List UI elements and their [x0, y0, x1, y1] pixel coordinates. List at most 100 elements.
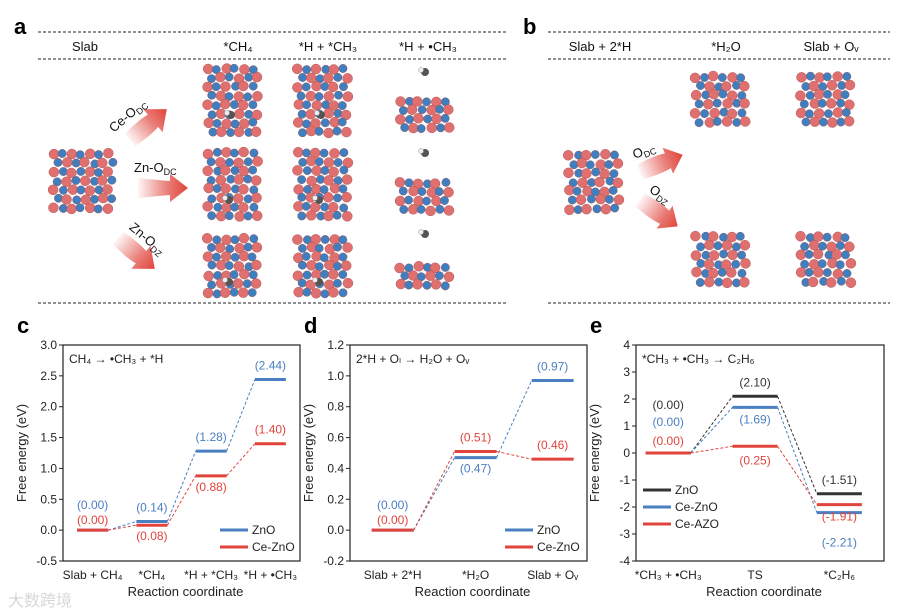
hydrogen-atom: [312, 195, 318, 201]
zinc-atom: [400, 123, 410, 132]
oxygen-atom: [704, 239, 715, 251]
y-axis-label: Free energy (eV): [14, 404, 29, 502]
oxygen-atom: [443, 104, 454, 115]
zinc-atom: [840, 90, 850, 100]
zinc-atom: [297, 175, 307, 185]
oxygen-atom: [220, 183, 231, 194]
zinc-atom: [338, 270, 348, 279]
zinc-atom: [736, 73, 746, 83]
zinc-atom: [302, 148, 311, 158]
oxygen-atom: [62, 157, 73, 168]
x-tick-label: *H + *CH₃: [184, 568, 238, 582]
oxygen-atom: [600, 149, 611, 160]
x-tick-label: Slab + 2*H: [364, 568, 422, 582]
y-tick-label: 1.0: [40, 461, 57, 475]
zinc-atom: [800, 259, 809, 269]
zinc-atom: [298, 128, 307, 138]
oxygen-atom: [202, 99, 213, 110]
oxygen-atom: [84, 185, 96, 196]
value-label: (0.00): [653, 434, 684, 448]
value-label: (-1.51): [822, 473, 857, 487]
y-tick-label: -0.2: [323, 554, 344, 568]
zinc-atom: [58, 167, 68, 176]
chart-title: CH₄ → •CH₃ + *H: [69, 352, 163, 366]
oxygen-atom: [252, 210, 263, 221]
zinc-atom: [700, 109, 709, 119]
zinc-atom: [737, 108, 747, 118]
oxygen-atom: [413, 261, 425, 272]
zinc-atom: [320, 202, 330, 212]
zinc-atom: [404, 280, 414, 290]
oxygen-atom: [216, 126, 227, 137]
panel-letter-c: c: [17, 313, 29, 338]
zinc-atom: [76, 185, 86, 195]
oxygen-atom: [726, 267, 737, 278]
zinc-atom: [108, 157, 118, 167]
zinc-atom: [243, 92, 253, 102]
zinc-atom: [422, 196, 431, 206]
y-tick-label: 2.5: [40, 369, 57, 383]
zinc-atom: [93, 168, 103, 177]
oxygen-atom: [689, 72, 701, 84]
oxygen-atom: [426, 122, 438, 134]
oxygen-atom: [581, 168, 592, 179]
energy-diagrams: c -0.5 0.0 0.5 1.0 1.5 2.0 2.5 3.0 Slab + CH₄ *CH₄…: [14, 313, 885, 599]
zinc-atom: [416, 124, 426, 133]
zinc-atom: [314, 157, 324, 167]
oxygen-atom: [323, 91, 335, 102]
oxygen-atom: [827, 117, 838, 128]
oxygen-atom: [812, 248, 824, 260]
zinc-atom: [592, 204, 602, 214]
oxygen-atom: [306, 260, 317, 271]
legend-label: Ce-AZO: [675, 517, 719, 531]
zinc-atom: [320, 289, 330, 299]
oxygen-atom: [234, 211, 245, 222]
arrow-label: Zn-ODC: [134, 160, 177, 177]
zinc-atom: [212, 252, 221, 262]
plot-frame: [349, 344, 588, 562]
value-label: (0.14): [136, 501, 167, 515]
zinc-atom: [435, 104, 444, 114]
zinc-atom: [440, 263, 450, 272]
oxygen-atom: [251, 175, 262, 186]
zinc-atom: [319, 253, 329, 263]
x-axis-label: Reaction coordinate: [706, 584, 822, 599]
series-ce-zno: [371, 449, 574, 532]
zinc-atom: [441, 177, 451, 187]
oxygen-atom: [595, 193, 606, 205]
y-tick-label: 1: [623, 419, 630, 433]
value-label: (0.00): [77, 498, 108, 512]
zinc-atom: [316, 175, 325, 184]
zinc-atom: [212, 119, 222, 128]
zinc-atom: [302, 287, 312, 297]
oxygen-atom: [328, 269, 339, 280]
crystal-structure: [562, 149, 625, 216]
legend-label: Ce-ZnO: [252, 540, 295, 554]
zinc-atom: [837, 81, 847, 90]
connector-line: [777, 396, 818, 494]
zinc-atom: [297, 109, 307, 119]
zinc-atom: [297, 211, 307, 221]
oxygen-atom: [690, 250, 702, 261]
reaction-arrow-odc: ODC: [630, 144, 683, 180]
oxygen-atom: [709, 107, 720, 119]
oxygen-atom: [323, 157, 335, 168]
crystal-structure: [394, 177, 455, 217]
zinc-atom: [320, 166, 330, 175]
crystal-structure: [47, 147, 118, 215]
zinc-atom: [822, 72, 832, 82]
column-header: *H₂O: [711, 39, 741, 54]
oxygen-atom: [219, 287, 231, 298]
y-tick-label: 4: [623, 338, 630, 352]
zinc-atom: [333, 278, 342, 288]
oxygen-atom: [845, 277, 857, 288]
arrow-icon: [124, 109, 167, 147]
oxygen-atom: [238, 80, 249, 92]
oxygen-atom: [251, 259, 262, 271]
zinc-atom: [719, 107, 729, 117]
oxygen-atom: [831, 249, 842, 260]
zinc-atom: [804, 268, 814, 277]
oxygen-atom: [66, 167, 77, 179]
oxygen-atom: [328, 287, 339, 298]
oxygen-atom: [690, 89, 702, 101]
